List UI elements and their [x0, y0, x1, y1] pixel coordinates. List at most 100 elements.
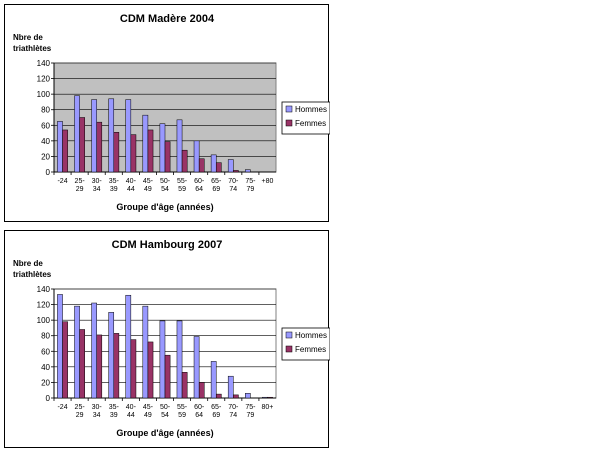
chart-madere-svg: CDM Madère 2004 Nbre de triathlètes 0 20 40 60…	[13, 13, 330, 212]
bar-femmes	[215, 393, 222, 399]
bar-hommes	[57, 121, 63, 173]
legend-swatch-femmes	[285, 119, 293, 127]
chart-hambourg-svg: CDM Hambourg 2007 Nbre de triathlètes 0 20 40…	[13, 239, 330, 438]
legend-swatch-femmes	[285, 345, 293, 353]
y-tick-label: 100	[37, 316, 51, 325]
y-tick-label: 60	[41, 347, 50, 356]
chart-panel-hambourg: CDM Hambourg 2007 Nbre de triathlètes 0 20 40…	[4, 230, 330, 448]
bar-hommes	[91, 302, 97, 399]
legend-label-hommes: Hommes	[295, 105, 327, 114]
y-tick-label: 140	[37, 285, 51, 294]
y-axis-label-line2: triathlètes	[13, 270, 52, 279]
bar-hommes	[108, 312, 115, 399]
bar-hommes	[245, 169, 251, 173]
chart-title: CDM Madère 2004	[120, 13, 215, 25]
x-tick-label: 60-64	[194, 178, 205, 193]
bar-hommes	[91, 99, 97, 173]
x-axis-label: Groupe d'âge (années)	[116, 428, 213, 438]
x-tick-label: 75-79	[245, 404, 256, 419]
bar-hommes	[193, 140, 200, 173]
bar-femmes	[62, 129, 68, 173]
bar-femmes	[198, 158, 205, 173]
y-tick-label: 80	[41, 332, 50, 341]
y-tick-label: 100	[37, 90, 51, 99]
y-tick-label: 0	[46, 168, 51, 177]
x-tick-label: 65-69	[211, 404, 222, 419]
legend-label-femmes: Femmes	[295, 119, 326, 128]
bar-femmes	[164, 354, 171, 399]
y-tick-label: 20	[41, 152, 50, 161]
legend-label-hommes: Hommes	[295, 331, 327, 340]
bar-hommes	[142, 114, 149, 173]
legend-swatch-hommes	[285, 105, 293, 113]
x-axis-label: Groupe d'âge (années)	[116, 202, 213, 212]
y-tick-label: 0	[46, 394, 51, 403]
bar-femmes	[96, 334, 103, 399]
x-tick-label: 70-74	[228, 404, 239, 419]
y-tick-label: 20	[41, 378, 50, 387]
bar-femmes	[267, 396, 273, 399]
y-tick-label: 80	[41, 106, 50, 115]
y-tick-label: 120	[37, 75, 51, 84]
bar-femmes	[113, 132, 120, 173]
x-tick-label: 65-69	[211, 178, 222, 193]
y-axis-label-line1: Nbre de	[13, 33, 43, 42]
bar-femmes	[215, 162, 222, 173]
y-axis-label-line1: Nbre de	[13, 259, 43, 268]
bar-hommes	[159, 320, 166, 399]
x-tick-label: 50-54	[160, 178, 171, 193]
x-tick-label: 80+	[262, 404, 274, 411]
legend-label-femmes: Femmes	[295, 345, 326, 354]
x-tick-label: 55-59	[177, 178, 188, 193]
x-tick-label: 45-49	[143, 178, 154, 193]
x-tick-label: 40-44	[126, 178, 137, 193]
bar-femmes	[113, 333, 120, 399]
x-tick-label: +80	[262, 178, 274, 185]
bar-femmes	[130, 339, 137, 399]
bar-femmes	[198, 382, 205, 399]
x-tick-label: 60-64	[194, 404, 205, 419]
bar-femmes	[147, 129, 154, 173]
y-tick-label: 60	[41, 121, 50, 130]
bar-hommes	[108, 98, 115, 173]
y-tick-label: 120	[37, 301, 51, 310]
bar-femmes	[233, 170, 239, 173]
bar-hommes	[142, 305, 149, 399]
x-tick-label: 30-34	[92, 178, 103, 193]
x-tick-label: 50-54	[160, 404, 171, 419]
bar-hommes	[245, 393, 251, 399]
bar-hommes	[227, 375, 234, 399]
bar-femmes	[181, 372, 188, 399]
bar-hommes	[159, 123, 166, 173]
bar-hommes	[193, 336, 200, 399]
bar-hommes	[125, 294, 132, 399]
bar-femmes	[147, 341, 154, 399]
x-tick-label: -24	[57, 178, 67, 185]
bar-hommes	[125, 99, 132, 173]
bar-femmes	[79, 117, 85, 173]
x-tick-label: 35-39	[109, 404, 120, 419]
bar-hommes	[176, 119, 183, 173]
bar-hommes	[176, 320, 183, 399]
bar-hommes	[74, 305, 80, 399]
x-tick-label: 75-79	[245, 178, 256, 193]
chart-panel-madere: CDM Madère 2004 Nbre de triathlètes 0 20 40 60…	[4, 4, 330, 222]
x-tick-label: 25-29	[75, 404, 86, 419]
x-tick-label: 30-34	[92, 404, 103, 419]
bar-femmes	[96, 121, 103, 173]
x-tick-label: 55-59	[177, 404, 188, 419]
y-tick-label: 40	[41, 137, 50, 146]
bar-femmes	[181, 149, 188, 173]
x-tick-label: 45-49	[143, 404, 154, 419]
bar-hommes	[262, 396, 268, 399]
bar-hommes	[210, 361, 217, 399]
x-tick-label: 35-39	[109, 178, 120, 193]
bar-femmes	[164, 141, 171, 173]
bar-femmes	[130, 134, 137, 173]
y-axis-label-line2: triathlètes	[13, 44, 52, 53]
bar-hommes	[210, 154, 217, 173]
x-tick-label: -24	[57, 404, 67, 411]
legend-swatch-hommes	[285, 331, 293, 339]
bar-femmes	[233, 394, 239, 399]
bar-femmes	[79, 329, 85, 399]
